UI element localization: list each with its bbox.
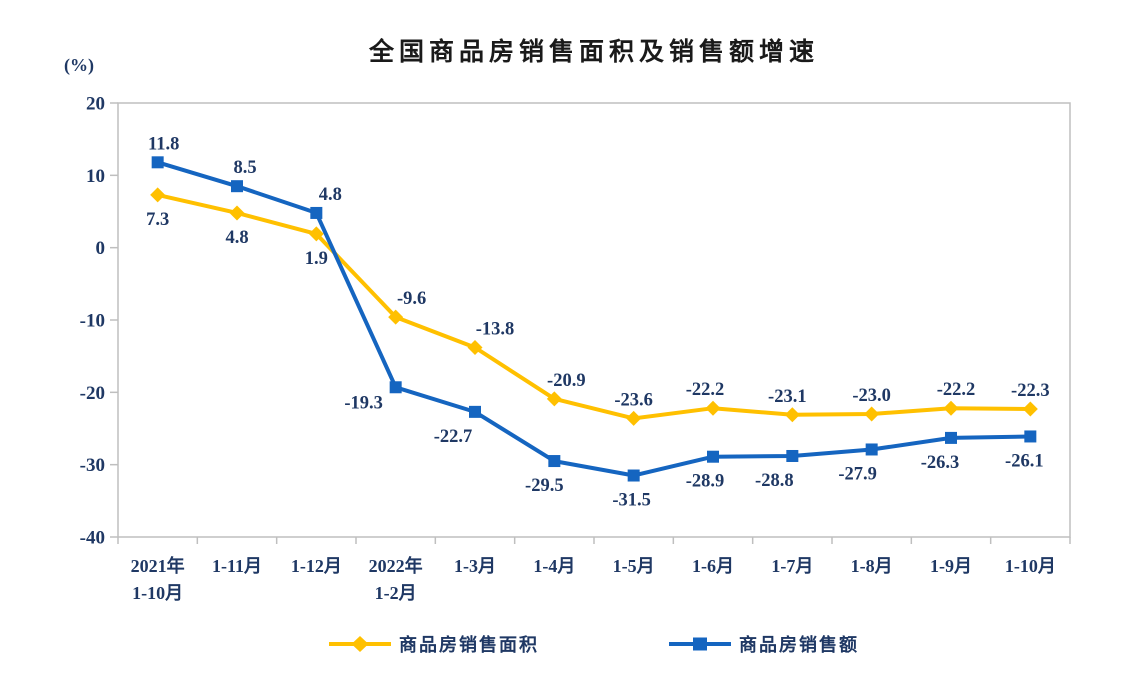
data-label: -23.1	[768, 387, 807, 407]
chart-legend: 商品房销售面积 商品房销售额	[118, 631, 1070, 657]
y-tick-label: 0	[96, 238, 106, 259]
data-label: -19.3	[344, 393, 383, 413]
legend-marker-sales-amount-icon	[669, 637, 731, 651]
x-tick-label: 1-5月	[613, 556, 655, 576]
data-label: -13.8	[476, 319, 515, 339]
legend-item-sales-area: 商品房销售面积	[329, 631, 539, 657]
data-point-marker	[469, 405, 481, 418]
data-point-marker	[1022, 401, 1038, 417]
data-label: -28.8	[755, 471, 794, 491]
data-point-marker	[548, 455, 561, 468]
data-label: -23.6	[614, 390, 653, 410]
y-tick-label: -40	[80, 528, 105, 549]
data-label: -22.2	[686, 380, 725, 400]
chart-plot-area: 20 10 0 -10 -20 -30 -40 2021年 1-10月 1-11月 1-12月 202…	[80, 94, 1071, 603]
data-label: -26.1	[1005, 451, 1044, 471]
data-point-marker	[1024, 430, 1037, 443]
data-point-marker	[150, 187, 166, 203]
data-label: -27.9	[838, 464, 877, 484]
data-label: -31.5	[612, 491, 651, 511]
legend-item-sales-amount: 商品房销售额	[669, 631, 859, 657]
data-point-marker	[308, 226, 324, 242]
data-point-marker	[626, 410, 642, 426]
data-label: -28.9	[686, 472, 725, 492]
data-label: 11.8	[148, 134, 179, 154]
data-label: 7.3	[146, 210, 169, 230]
x-tick-label: 1-11月	[212, 556, 262, 576]
x-tick-label: 1-6月	[692, 556, 734, 576]
data-point-marker	[627, 469, 640, 482]
data-point-marker	[945, 431, 957, 444]
data-label: -22.2	[937, 380, 976, 400]
legend-label-sales-area: 商品房销售面积	[399, 635, 539, 655]
data-label: -22.7	[434, 427, 473, 447]
y-tick-label: -30	[80, 455, 105, 476]
x-tick-label: 1-7月	[771, 556, 813, 576]
data-label: -22.3	[1011, 381, 1050, 401]
data-label: -23.0	[852, 386, 891, 406]
data-point-marker	[151, 156, 164, 169]
data-point-marker	[786, 449, 799, 462]
data-point-marker	[310, 206, 323, 219]
data-point-marker	[943, 400, 959, 416]
x-tick-label: 1-9月	[930, 556, 972, 576]
series-line-0	[155, 192, 1033, 421]
x-tick-label: 1-3月	[454, 556, 496, 576]
data-label: -29.5	[525, 476, 564, 496]
data-label: -26.3	[921, 453, 960, 473]
data-point-marker	[389, 381, 402, 394]
data-point-marker	[784, 407, 800, 423]
x-tick-label: 2021年 1-10月	[131, 555, 185, 603]
data-point-marker	[388, 309, 404, 325]
data-point-marker	[231, 180, 243, 193]
data-point-marker	[705, 400, 721, 416]
x-tick-label: 1-4月	[533, 556, 575, 576]
data-label: 4.8	[225, 228, 248, 248]
y-tick-label: 10	[86, 166, 105, 187]
x-tick-label: 2022年 1-2月	[369, 555, 423, 603]
data-point-marker	[467, 339, 483, 355]
y-tick-label: 20	[86, 94, 105, 115]
data-point-marker	[707, 450, 719, 463]
data-point-marker	[864, 406, 880, 422]
data-point-marker	[546, 391, 562, 407]
y-tick-label: -10	[80, 311, 105, 332]
x-tick-label: 1-10月	[1005, 556, 1056, 576]
y-tick-label: -20	[80, 383, 105, 404]
x-tick-label: 1-8月	[851, 556, 893, 576]
data-label: -20.9	[547, 371, 586, 391]
legend-marker-sales-area-icon	[329, 636, 391, 652]
y-axis-unit-label: (%)	[64, 55, 94, 75]
data-label: 1.9	[305, 249, 328, 269]
data-label: 8.5	[233, 158, 256, 178]
data-label: -9.6	[397, 289, 426, 309]
data-label: 4.8	[319, 185, 342, 205]
legend-label-sales-amount: 商品房销售额	[739, 635, 859, 655]
chart-title: 全国商品房销售面积及销售额增速	[368, 37, 819, 66]
x-tick-label: 1-12月	[291, 556, 342, 576]
data-point-marker	[229, 205, 245, 221]
series-line-1	[155, 160, 1033, 478]
data-point-marker	[865, 443, 878, 456]
